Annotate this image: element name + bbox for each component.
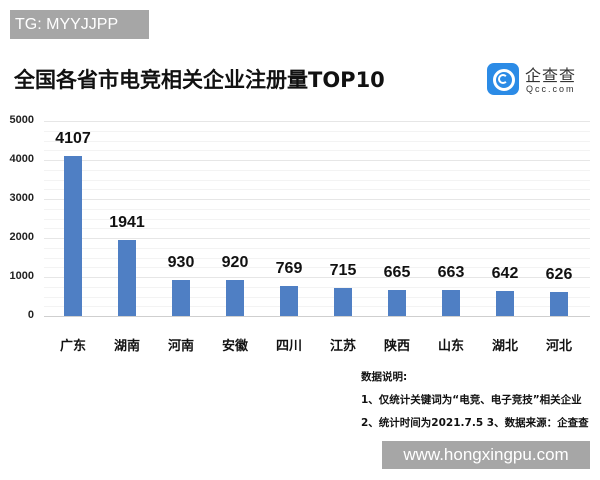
gridline (44, 199, 590, 200)
gridline (44, 180, 590, 181)
x-category-label: 河北 (545, 339, 572, 354)
bar-value-label: 665 (383, 264, 411, 281)
x-axis-line (44, 316, 590, 317)
gridline (44, 297, 590, 298)
data-notes: 数据说明: 1、仅统计关键词为“电竞、电子竞技”相关企业 2、统计时间为2021… (361, 366, 589, 435)
bar (496, 291, 514, 316)
y-tick-label: 3000 (9, 192, 34, 204)
watermark-top: TG: MYYJJPP (10, 10, 149, 39)
x-category-label: 河南 (167, 339, 194, 354)
x-category-label: 湖南 (113, 339, 140, 354)
y-tick-label: 2000 (9, 231, 34, 243)
x-category-label: 江苏 (329, 339, 356, 354)
gridline (44, 121, 590, 122)
watermark-bottom: www.hongxingpu.com (382, 441, 590, 469)
gridline (44, 267, 590, 268)
bar (172, 280, 190, 316)
qcc-logo-icon (487, 63, 519, 95)
x-category-label: 陕西 (383, 339, 410, 354)
logo-text-en: Qcc.com (526, 84, 576, 94)
gridline (44, 141, 590, 142)
bar (550, 292, 568, 316)
bar (64, 156, 82, 316)
bar (226, 280, 244, 316)
chart-title: 全国各省市电竞相关企业注册量TOP10 (14, 68, 385, 92)
bar (280, 286, 298, 316)
gridline (44, 209, 590, 210)
bar-value-label: 769 (275, 260, 303, 277)
x-category-label: 山东 (437, 339, 464, 354)
bar (388, 290, 406, 316)
bar-value-label: 642 (491, 265, 519, 282)
logo-ring (493, 69, 515, 91)
gridline (44, 306, 590, 307)
gridline (44, 170, 590, 171)
y-tick-label: 0 (27, 309, 34, 321)
x-category-label: 安徽 (221, 339, 248, 354)
logo-inner-ring (498, 74, 508, 84)
gridline (44, 131, 590, 132)
bar (442, 290, 460, 316)
y-tick-label: 1000 (9, 270, 34, 282)
x-category-label: 广东 (59, 339, 86, 354)
notes-line-2: 2、统计时间为2021.7.5 3、数据来源：企查查 (361, 417, 589, 429)
bar-value-label: 920 (221, 254, 249, 271)
bar (118, 240, 136, 316)
gridline (44, 160, 590, 161)
bar-value-label: 930 (167, 254, 195, 271)
x-category-label: 湖北 (491, 339, 518, 354)
gridline (44, 277, 590, 278)
gridline (44, 219, 590, 220)
y-tick-label: 4000 (9, 153, 34, 165)
gridline (44, 258, 590, 259)
gridline (44, 150, 590, 151)
gridline (44, 189, 590, 190)
bar (334, 288, 352, 316)
bar-value-label: 715 (329, 262, 357, 279)
logo-text-cn: 企查查 (525, 66, 577, 85)
notes-heading: 数据说明: (361, 371, 408, 383)
y-tick-label: 5000 (9, 114, 34, 126)
notes-line-1: 1、仅统计关键词为“电竞、电子竞技”相关企业 (361, 394, 582, 406)
bar-value-label: 4107 (55, 130, 91, 147)
bar-value-label: 1941 (109, 214, 145, 231)
gridline (44, 248, 590, 249)
x-category-label: 四川 (275, 339, 302, 354)
bar-value-label: 663 (437, 264, 465, 281)
gridline (44, 228, 590, 229)
gridline (44, 238, 590, 239)
bar-value-label: 626 (545, 266, 573, 283)
gridline (44, 287, 590, 288)
